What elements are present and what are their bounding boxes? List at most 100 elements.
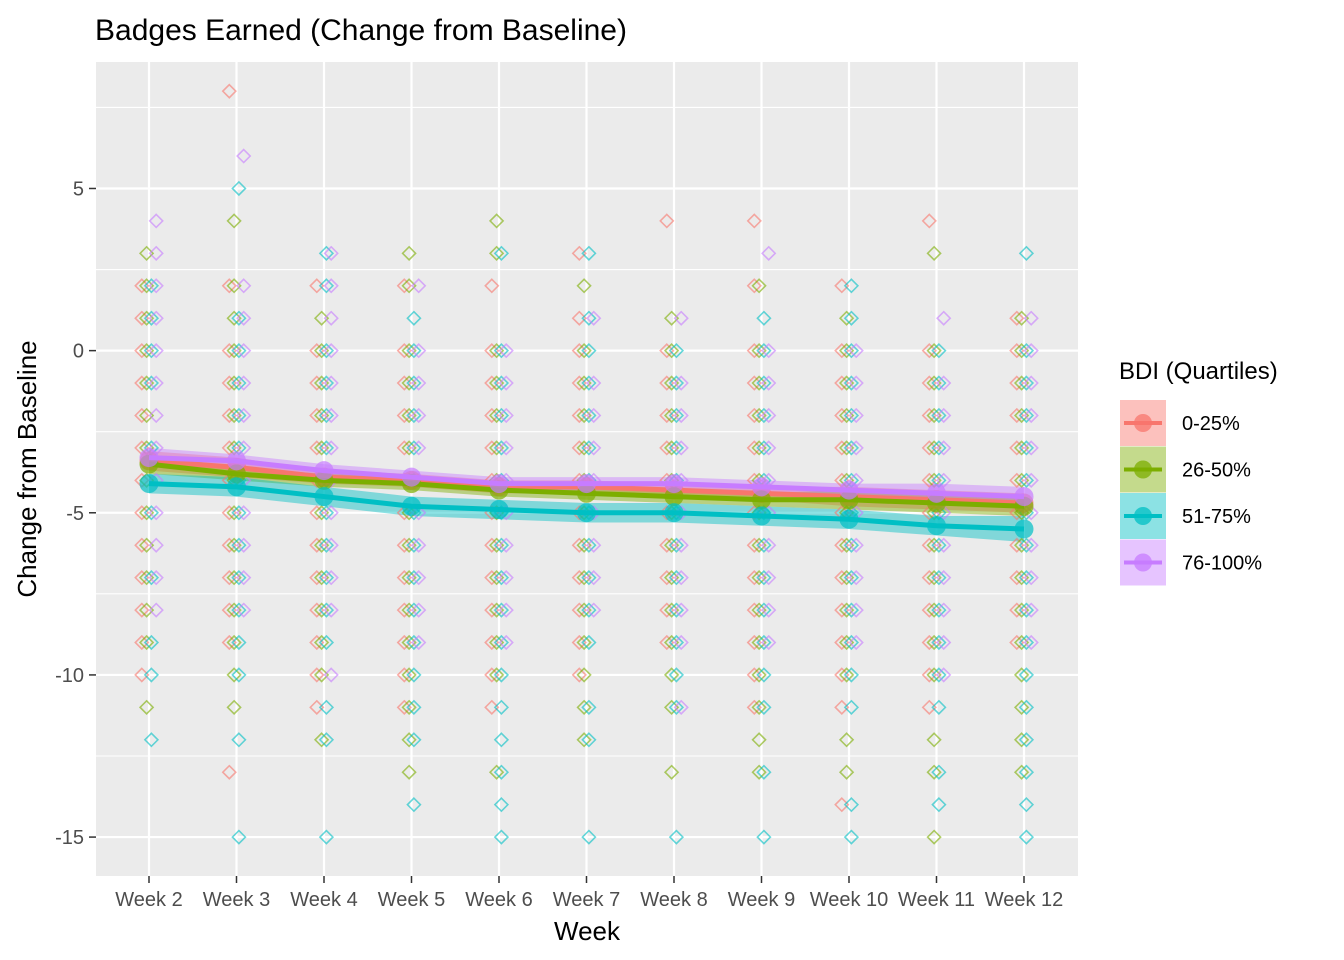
data-point-diamond xyxy=(673,699,689,715)
data-point-diamond xyxy=(848,440,864,456)
data-point-diamond xyxy=(668,537,685,553)
data-point-diamond xyxy=(926,245,942,261)
data-point-diamond xyxy=(761,375,777,391)
data-point-diamond xyxy=(493,440,510,456)
data-point-diamond xyxy=(581,570,597,586)
data-point-diamond xyxy=(411,375,427,391)
data-point-diamond xyxy=(838,310,855,326)
data-point-diamond xyxy=(318,505,335,521)
y-tick-label: 0 xyxy=(73,341,84,363)
data-point-diamond xyxy=(498,342,514,359)
data-point-diamond xyxy=(848,375,864,391)
data-point-diamond xyxy=(843,602,860,618)
data-point-diamond xyxy=(401,667,417,683)
data-point-diamond xyxy=(148,537,164,553)
data-point-diamond xyxy=(576,699,592,715)
data-point-diamond xyxy=(756,829,772,845)
data-point-diamond xyxy=(581,407,597,424)
data-point-diamond xyxy=(936,407,952,424)
data-point-diamond xyxy=(931,634,947,651)
data-point-diamond xyxy=(493,602,510,618)
x-tick-label: Week 3 xyxy=(203,889,270,911)
data-point-diamond xyxy=(756,342,772,359)
data-point-diamond xyxy=(236,342,252,359)
data-point-diamond xyxy=(318,245,335,261)
data-point-diamond xyxy=(231,180,247,197)
data-point-diamond xyxy=(843,537,860,553)
data-point-diamond xyxy=(756,407,772,424)
y-axis-title: Change from Baseline xyxy=(12,340,42,597)
data-point-diamond xyxy=(236,310,252,326)
data-point-diamond xyxy=(756,537,772,553)
data-point-diamond xyxy=(751,764,767,780)
data-point-diamond xyxy=(761,407,777,424)
legend-key-point xyxy=(1134,553,1152,572)
data-point-diamond xyxy=(931,407,947,424)
data-point-diamond xyxy=(406,667,422,683)
data-point-diamond xyxy=(488,213,505,229)
data-point-diamond xyxy=(498,537,514,553)
data-point-diamond xyxy=(226,699,242,715)
data-point-diamond xyxy=(936,634,952,651)
legend-label: 0-25% xyxy=(1182,413,1240,435)
data-point-diamond xyxy=(493,764,510,780)
data-point-diamond xyxy=(659,213,675,229)
data-point-diamond xyxy=(926,829,942,845)
data-point-diamond xyxy=(231,667,247,683)
data-point-diamond xyxy=(668,570,685,586)
data-point-diamond xyxy=(318,440,335,456)
data-point-diamond xyxy=(313,634,330,651)
data-point-diamond xyxy=(1018,699,1035,715)
data-point-diamond xyxy=(756,602,772,618)
data-point-diamond xyxy=(143,505,160,521)
data-point-diamond xyxy=(1013,699,1030,715)
x-tick-label: Week 9 xyxy=(728,889,795,911)
data-point-diamond xyxy=(134,602,150,618)
data-point-diamond xyxy=(843,440,860,456)
data-point-diamond xyxy=(761,440,777,456)
data-point-diamond xyxy=(926,342,942,359)
data-point-diamond xyxy=(668,407,685,424)
data-point-diamond xyxy=(838,764,855,780)
data-point-diamond xyxy=(751,667,767,683)
data-point-diamond xyxy=(848,537,864,553)
data-point-diamond xyxy=(746,278,762,294)
data-point-diamond xyxy=(138,634,155,651)
mean-point xyxy=(752,506,771,526)
x-tick-label: Week 4 xyxy=(290,889,357,911)
mean-point xyxy=(139,474,159,494)
x-tick-label: Week 2 xyxy=(115,889,182,911)
mean-point xyxy=(314,461,334,481)
data-point-diamond xyxy=(493,407,510,424)
data-point-diamond xyxy=(1018,602,1035,618)
data-point-diamond xyxy=(848,602,864,618)
data-point-diamond xyxy=(411,602,427,618)
data-point-diamond xyxy=(143,375,160,391)
data-point-diamond xyxy=(148,570,164,586)
data-point-diamond xyxy=(761,602,777,618)
data-point-diamond xyxy=(148,375,164,391)
data-point-diamond xyxy=(1018,829,1035,845)
data-point-diamond xyxy=(406,375,422,391)
data-point-diamond xyxy=(231,375,247,391)
data-point-diamond xyxy=(581,440,597,456)
data-point-diamond xyxy=(493,570,510,586)
data-point-diamond xyxy=(148,407,164,424)
data-point-diamond xyxy=(581,829,597,845)
legend-key-point xyxy=(1134,414,1152,432)
data-point-diamond xyxy=(586,375,602,391)
data-point-diamond xyxy=(226,667,242,683)
data-point-diamond xyxy=(926,764,942,780)
data-point-diamond xyxy=(406,342,422,359)
data-point-diamond xyxy=(843,699,860,715)
mean-point xyxy=(927,516,946,536)
data-point-diamond xyxy=(323,375,339,391)
data-point-diamond xyxy=(406,602,422,618)
data-point-diamond xyxy=(323,407,339,424)
data-point-diamond xyxy=(936,472,952,488)
mean-point xyxy=(139,448,159,468)
data-point-diamond xyxy=(411,570,427,586)
data-point-diamond xyxy=(673,310,689,326)
data-point-diamond xyxy=(843,667,860,683)
data-point-diamond xyxy=(931,797,947,813)
